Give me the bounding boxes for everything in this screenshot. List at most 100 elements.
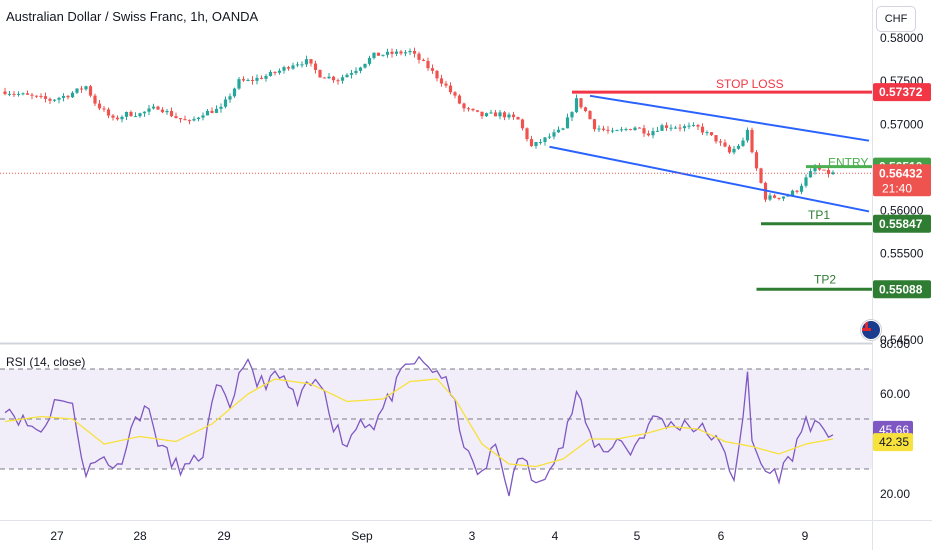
candle-body bbox=[817, 166, 822, 170]
candle-body bbox=[426, 60, 430, 69]
countdown-label: 21:40 bbox=[882, 181, 912, 195]
candle-body bbox=[480, 111, 484, 117]
candle-body bbox=[781, 196, 786, 199]
candle-body bbox=[732, 148, 736, 153]
candle-body bbox=[651, 131, 655, 136]
candle-body bbox=[174, 116, 178, 119]
candle-body bbox=[439, 78, 444, 84]
candle-body bbox=[660, 125, 664, 131]
candle-body bbox=[727, 146, 732, 153]
candle-body bbox=[642, 128, 646, 134]
candle-body bbox=[502, 112, 507, 118]
candle-body bbox=[48, 98, 52, 101]
candle-body bbox=[120, 116, 124, 120]
candle-body bbox=[300, 64, 304, 66]
candle-body bbox=[696, 125, 700, 127]
candle-body bbox=[435, 70, 439, 79]
candle-body bbox=[583, 107, 588, 112]
candle-body bbox=[615, 130, 619, 132]
candle-body bbox=[826, 170, 831, 175]
candle-body bbox=[799, 185, 804, 192]
candle-body bbox=[228, 96, 232, 100]
candle-body bbox=[813, 166, 817, 172]
candle-body bbox=[25, 93, 30, 95]
channel-upper-line[interactable] bbox=[589, 94, 870, 142]
candle-body bbox=[777, 197, 781, 199]
candle-body bbox=[399, 51, 403, 54]
time-tick-label: 29 bbox=[217, 529, 231, 543]
candle-body bbox=[277, 70, 282, 73]
candle-body bbox=[606, 129, 610, 131]
candle-body bbox=[714, 135, 718, 142]
price-tick-label: 0.57000 bbox=[880, 117, 924, 131]
candle-body bbox=[768, 195, 772, 200]
candle-body bbox=[304, 59, 309, 65]
current-price-tag-label: 0.56432 bbox=[879, 166, 923, 180]
candle-body bbox=[282, 67, 286, 71]
candle-body bbox=[759, 168, 763, 183]
candle-body bbox=[525, 128, 529, 140]
candle-body bbox=[421, 59, 426, 61]
channel-lower-line[interactable] bbox=[549, 145, 870, 213]
candle-body bbox=[340, 77, 345, 81]
candle-body bbox=[808, 171, 813, 178]
candle-body bbox=[273, 71, 277, 73]
flag-icon[interactable] bbox=[861, 320, 881, 340]
tp1-tag-label: 0.55847 bbox=[879, 217, 923, 231]
candle-body bbox=[84, 86, 88, 90]
candle-body bbox=[309, 59, 313, 64]
candle-body bbox=[264, 75, 268, 79]
price-tick-label: 0.55500 bbox=[880, 247, 924, 261]
candle-body bbox=[183, 119, 187, 121]
rsi-ma-line[interactable] bbox=[4, 378, 834, 468]
candle-body bbox=[165, 110, 169, 113]
candle-body bbox=[295, 64, 300, 66]
stop-loss-tag bbox=[873, 83, 931, 102]
price-tick-label: 0.58000 bbox=[880, 31, 924, 45]
currency-button[interactable]: CHF bbox=[876, 6, 916, 32]
candle-body bbox=[475, 110, 480, 112]
candle-body bbox=[610, 130, 615, 132]
candle-body bbox=[538, 142, 543, 144]
candle-body bbox=[205, 110, 210, 116]
candle-body bbox=[111, 115, 115, 118]
candle-body bbox=[255, 77, 259, 81]
current-price-tag bbox=[873, 164, 931, 197]
time-tick-label: 3 bbox=[469, 529, 476, 543]
candle-body bbox=[822, 169, 826, 171]
candle-body bbox=[592, 119, 597, 130]
rsi-tick-label: 20.00 bbox=[880, 487, 910, 501]
candle-body bbox=[804, 177, 808, 186]
candle-body bbox=[457, 95, 462, 104]
candle-body bbox=[624, 129, 628, 131]
candle-body bbox=[336, 80, 340, 82]
rsi-line[interactable] bbox=[4, 355, 834, 497]
candle-body bbox=[246, 79, 250, 81]
candle-body bbox=[259, 77, 264, 79]
tp1-label: TP1 bbox=[808, 208, 830, 222]
time-tick-label: 27 bbox=[50, 529, 64, 543]
candle-body bbox=[831, 172, 835, 175]
candle-body bbox=[318, 69, 322, 78]
candle-body bbox=[430, 68, 435, 71]
candle-body bbox=[268, 71, 273, 76]
candle-body bbox=[115, 117, 120, 120]
candle-body bbox=[169, 110, 174, 117]
candle-body bbox=[327, 76, 331, 79]
candle-body bbox=[552, 132, 556, 137]
time-tick-label: 4 bbox=[552, 529, 559, 543]
candle-body bbox=[597, 128, 601, 130]
candle-body bbox=[331, 76, 336, 81]
candle-body bbox=[579, 98, 583, 108]
candle-body bbox=[241, 79, 246, 81]
candle-body bbox=[619, 129, 624, 131]
candle-body bbox=[736, 145, 741, 149]
candle-body bbox=[142, 111, 147, 114]
candle-body bbox=[147, 108, 151, 112]
candle-body bbox=[286, 67, 291, 69]
candle-body bbox=[30, 94, 34, 96]
candle-body bbox=[7, 93, 12, 95]
candle-body bbox=[385, 51, 390, 55]
candle-body bbox=[313, 63, 318, 70]
